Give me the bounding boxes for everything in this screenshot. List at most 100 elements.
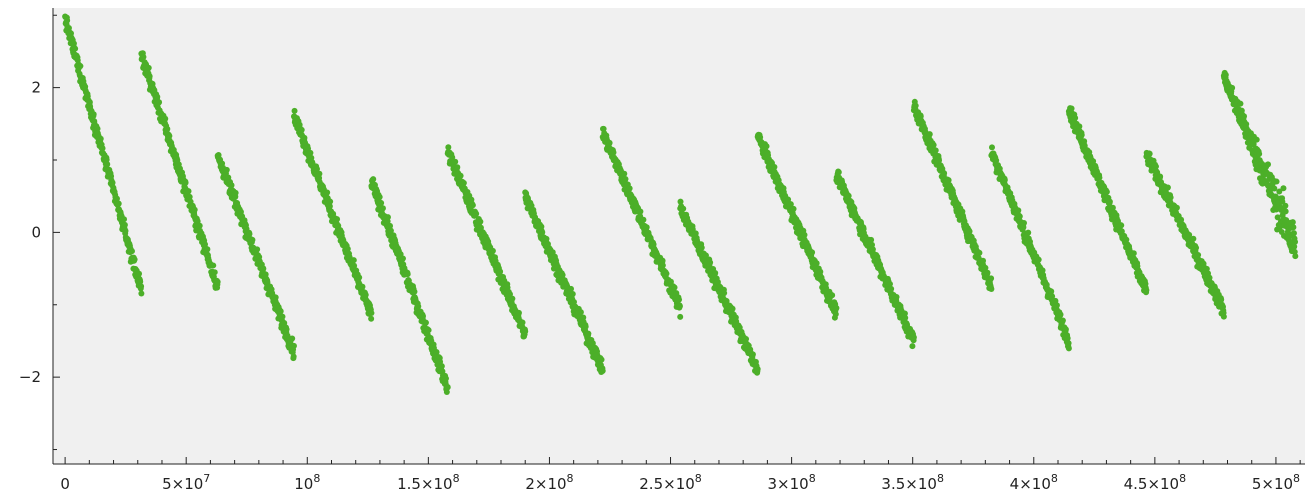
- data-point: [721, 290, 728, 297]
- data-point: [384, 214, 391, 221]
- x-tick-label: 4×108: [1010, 472, 1058, 493]
- data-point: [344, 245, 351, 252]
- data-point: [771, 163, 778, 170]
- data-point: [196, 222, 203, 229]
- data-point: [473, 210, 480, 217]
- data-point: [298, 126, 305, 133]
- data-point: [452, 158, 459, 165]
- data-point: [460, 180, 467, 186]
- data-point: [637, 208, 644, 215]
- data-point: [404, 271, 411, 278]
- data-point: [368, 315, 375, 322]
- data-point: [64, 17, 71, 24]
- data-point: [210, 262, 217, 269]
- data-point: [166, 132, 173, 139]
- data-point: [930, 141, 937, 148]
- data-point: [497, 268, 504, 275]
- data-point: [326, 203, 333, 210]
- data-point: [334, 216, 341, 223]
- data-point: [469, 202, 476, 209]
- data-point: [813, 260, 820, 267]
- data-point: [324, 189, 331, 196]
- data-point: [1193, 244, 1200, 251]
- data-point: [246, 231, 253, 238]
- data-point: [154, 93, 161, 100]
- data-point: [316, 170, 323, 177]
- data-point: [522, 328, 529, 335]
- data-point: [926, 131, 933, 138]
- data-point: [912, 102, 919, 109]
- data-point: [489, 247, 496, 254]
- data-point: [1106, 198, 1113, 205]
- data-point: [387, 222, 393, 229]
- data-point: [1292, 238, 1299, 245]
- data-point: [477, 218, 484, 225]
- data-point: [289, 335, 296, 342]
- data-point: [902, 314, 909, 321]
- data-point: [663, 270, 670, 277]
- data-point: [145, 64, 152, 71]
- data-point: [156, 99, 163, 106]
- data-point: [442, 375, 449, 382]
- data-point: [104, 161, 111, 168]
- data-point: [1220, 313, 1227, 320]
- data-point: [1222, 71, 1229, 78]
- data-point: [910, 334, 917, 341]
- data-point: [559, 272, 566, 279]
- data-point: [671, 284, 678, 291]
- data-point: [204, 246, 211, 253]
- data-point: [1146, 150, 1153, 157]
- data-point: [1053, 302, 1060, 309]
- data-point: [191, 206, 198, 213]
- data-point: [569, 291, 576, 298]
- data-point: [801, 231, 808, 238]
- data-point: [136, 270, 143, 277]
- x-tick-label: 1.5×108: [397, 472, 460, 493]
- data-point: [99, 145, 106, 152]
- data-point: [140, 54, 147, 61]
- x-tick-label: 3.5×108: [881, 472, 944, 493]
- data-point: [290, 353, 297, 360]
- data-point: [909, 343, 916, 350]
- data-point: [86, 99, 93, 106]
- data-point: [186, 193, 193, 200]
- data-point: [370, 176, 377, 183]
- x-tick-label: 3×108: [768, 472, 816, 493]
- data-point: [599, 367, 606, 374]
- data-point: [712, 269, 719, 276]
- data-point: [228, 182, 235, 189]
- data-point: [72, 45, 79, 52]
- data-point: [425, 327, 432, 334]
- data-point: [379, 205, 386, 212]
- data-point: [185, 188, 192, 195]
- data-point: [1282, 208, 1289, 215]
- data-point: [138, 290, 145, 297]
- data-point: [543, 235, 550, 242]
- data-point: [378, 199, 385, 206]
- data-point: [582, 323, 589, 330]
- data-point: [1280, 185, 1287, 192]
- data-point: [1130, 250, 1137, 257]
- data-point: [109, 179, 116, 186]
- data-point: [356, 274, 363, 281]
- y-tick-label: 2: [31, 79, 41, 97]
- data-point: [164, 125, 171, 132]
- data-point: [90, 111, 97, 118]
- data-point: [515, 309, 522, 316]
- data-point: [77, 63, 84, 70]
- data-point: [327, 198, 334, 205]
- data-point: [1206, 274, 1213, 281]
- data-point: [411, 288, 418, 295]
- data-point: [676, 303, 683, 310]
- y-tick-label: −2: [19, 368, 41, 386]
- data-point: [232, 189, 239, 196]
- data-point: [754, 366, 761, 373]
- x-tick-label: 4.5×108: [1124, 472, 1187, 493]
- x-tick-label: 5×108: [1252, 472, 1300, 493]
- data-point: [1241, 113, 1248, 120]
- data-point: [1289, 219, 1296, 226]
- data-point: [223, 166, 230, 173]
- data-point: [313, 166, 320, 173]
- data-point: [1282, 202, 1289, 209]
